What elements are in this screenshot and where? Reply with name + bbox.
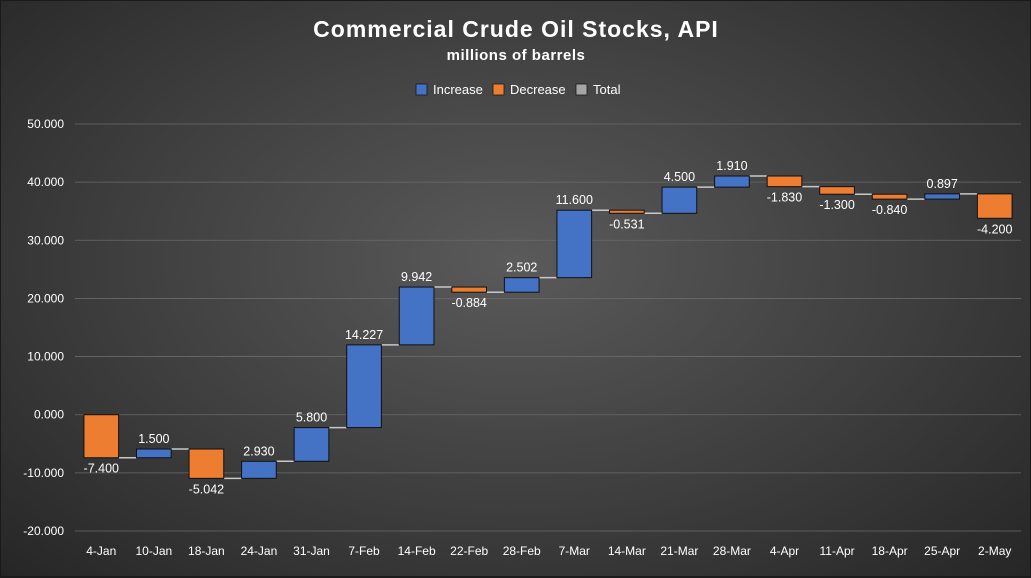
y-tick-label: 30.000: [27, 233, 64, 247]
data-label-28-Mar: 1.910: [716, 159, 747, 173]
bar-28-Mar: [714, 175, 750, 188]
y-tick-label: 40.000: [27, 175, 64, 189]
data-label-7-Feb: 14.227: [345, 328, 383, 342]
bar-4-Jan: [83, 414, 120, 459]
bar-2-May: [976, 193, 1013, 219]
bar-18-Jan: [188, 448, 225, 479]
bar-4-Apr: [766, 175, 803, 188]
data-label-24-Jan: 2.930: [243, 444, 274, 458]
x-tick-label: 18-Jan: [188, 544, 225, 558]
data-label-10-Jan: 1.500: [138, 432, 169, 446]
data-label-11-Apr: -1.300: [819, 198, 854, 212]
bar-24-Jan: [241, 460, 277, 479]
x-tick-label: 28-Mar: [713, 544, 751, 558]
x-tick-label: 22-Feb: [450, 544, 488, 558]
data-label-14-Feb: 9.942: [401, 270, 432, 284]
x-tick-label: 7-Mar: [559, 544, 590, 558]
x-tick-label: 18-Apr: [872, 544, 908, 558]
connector-lines: [118, 175, 978, 480]
data-label-2-May: -4.200: [977, 222, 1012, 236]
x-tick-label: 2-May: [978, 544, 1011, 558]
legend-label-increase: Increase: [433, 82, 483, 97]
x-tick-label: 25-Apr: [924, 544, 960, 558]
bar-10-Jan: [135, 448, 172, 459]
x-tick-label: 28-Feb: [503, 544, 541, 558]
x-tick-label: 14-Feb: [398, 544, 436, 558]
bar-14-Feb: [398, 286, 435, 346]
chart-subtitle: millions of barrels: [447, 47, 586, 64]
data-label-4-Jan: -7.400: [84, 462, 119, 476]
bars: [83, 175, 1013, 479]
data-label-14-Mar: -0.531: [609, 217, 644, 231]
data-label-21-Mar: 4.500: [664, 170, 695, 184]
y-tick-label: -10.000: [23, 466, 64, 480]
x-tick-label: 4-Apr: [770, 544, 799, 558]
chart-title: Commercial Crude Oil Stocks, API: [313, 16, 719, 42]
x-tick-label: 24-Jan: [241, 544, 278, 558]
bar-14-Mar: [608, 209, 645, 214]
data-label-18-Apr: -0.840: [872, 203, 907, 217]
bar-31-Jan: [293, 427, 330, 462]
y-tick-label: 50.000: [27, 117, 64, 131]
y-tick-label: 0.000: [34, 408, 64, 422]
x-tick-label: 11-Apr: [819, 544, 854, 558]
y-tick-label: 20.000: [27, 291, 64, 305]
bar-28-Feb: [503, 277, 540, 293]
x-tick-label: 31-Jan: [293, 544, 330, 558]
bar-25-Apr: [924, 193, 961, 200]
legend-label-total: Total: [593, 82, 621, 97]
legend-swatch-total: [575, 83, 588, 96]
data-label-31-Jan: 5.800: [296, 411, 327, 425]
x-tick-label: 10-Jan: [135, 544, 172, 558]
x-tick-label: 4-Jan: [86, 544, 116, 558]
gridlines: [75, 123, 1021, 532]
data-label-25-Apr: 0.897: [927, 177, 958, 191]
bar-7-Mar: [556, 209, 593, 279]
legend-swatch-increase: [415, 83, 428, 96]
bar-21-Mar: [661, 186, 698, 214]
data-labels: -7.400 1.500 -5.042 2.930 5.800 14.227 9.942 -0…: [84, 159, 1013, 496]
bar-18-Apr: [871, 193, 908, 200]
bar-11-Apr: [819, 186, 855, 195]
data-label-28-Feb: 2.502: [506, 261, 537, 275]
data-label-4-Apr: -1.830: [767, 191, 802, 205]
y-axis: 50.000 40.000 30.000 20.000 10.000 0.000 -10.0…: [23, 117, 64, 538]
legend-swatch-decrease: [492, 83, 505, 96]
data-label-22-Feb: -0.884: [451, 296, 486, 310]
bar-22-Feb: [451, 286, 488, 293]
legend: Increase Decrease Total: [415, 82, 621, 97]
bar-7-Feb: [346, 344, 382, 429]
y-tick-label: 10.000: [27, 350, 64, 364]
x-tick-label: 7-Feb: [348, 544, 380, 558]
data-label-7-Mar: 11.600: [556, 193, 593, 207]
data-label-18-Jan: -5.042: [189, 482, 224, 496]
x-tick-label: 21-Mar: [660, 544, 698, 558]
x-tick-label: 14-Mar: [608, 544, 646, 558]
y-tick-label: -20.000: [23, 524, 64, 538]
legend-label-decrease: Decrease: [510, 82, 566, 97]
x-axis: 4-Jan 10-Jan 18-Jan 24-Jan 31-Jan 7-Feb 14-Feb…: [86, 544, 1011, 558]
